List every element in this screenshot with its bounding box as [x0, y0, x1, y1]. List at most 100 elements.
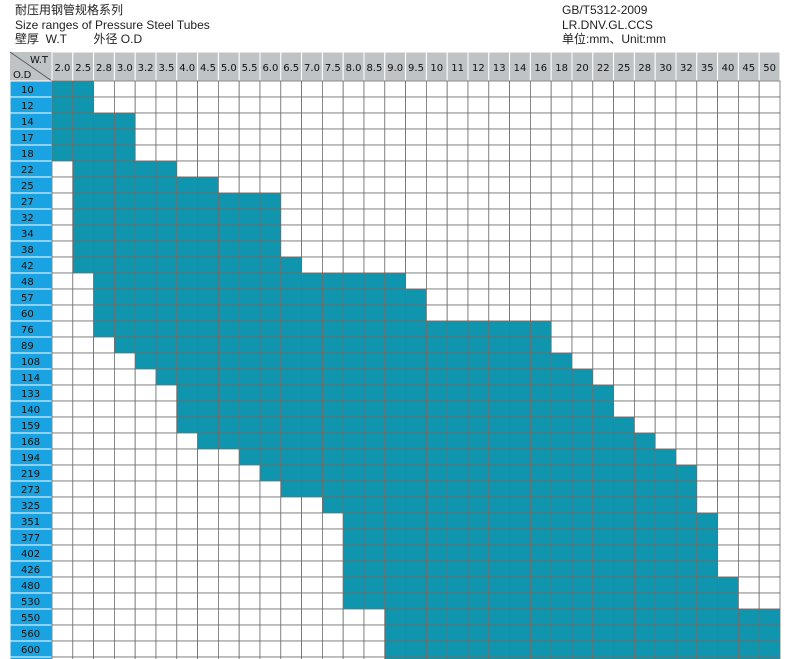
empty-size-cell: [259, 512, 282, 530]
empty-size-cell: [342, 640, 365, 658]
empty-size-cell: [592, 144, 614, 162]
available-size-cell: [93, 240, 115, 258]
empty-size-cell: [384, 112, 406, 130]
empty-size-cell: [654, 160, 677, 178]
od-label: 550: [21, 613, 40, 624]
available-size-cell: [467, 624, 490, 642]
available-size-cell: [197, 336, 219, 354]
empty-size-cell: [259, 576, 282, 594]
available-size-cell: [530, 624, 552, 642]
empty-size-cell: [134, 144, 157, 162]
available-size-cell: [530, 400, 552, 418]
empty-size-cell: [758, 496, 781, 514]
available-size-cell: [550, 432, 573, 450]
empty-size-cell: [509, 80, 531, 98]
available-size-cell: [571, 656, 594, 659]
available-size-cell: [696, 576, 718, 594]
available-size-cell: [259, 256, 282, 274]
empty-size-cell: [176, 576, 199, 594]
available-size-cell: [363, 272, 386, 290]
empty-size-cell: [758, 272, 781, 290]
empty-size-cell: [738, 592, 760, 610]
empty-size-cell: [634, 272, 656, 290]
available-size-cell: [758, 624, 781, 642]
empty-size-cell: [217, 640, 240, 658]
available-size-cell: [530, 368, 552, 386]
available-size-cell: [93, 224, 115, 242]
empty-size-cell: [217, 176, 240, 194]
empty-size-cell: [72, 432, 95, 450]
empty-size-cell: [280, 224, 302, 242]
available-size-cell: [425, 464, 448, 482]
od-label: 27: [21, 197, 34, 208]
empty-size-cell: [446, 160, 469, 178]
empty-size-cell: [72, 288, 95, 306]
wt-label: 2.0: [54, 63, 70, 74]
empty-size-cell: [758, 320, 781, 338]
empty-size-cell: [675, 448, 698, 466]
empty-size-cell: [280, 192, 302, 210]
empty-size-cell: [571, 80, 594, 98]
available-size-cell: [176, 208, 199, 226]
empty-size-cell: [114, 560, 136, 578]
empty-size-cell: [571, 320, 594, 338]
empty-size-cell: [488, 304, 510, 322]
empty-size-cell: [217, 144, 240, 162]
available-size-cell: [550, 416, 573, 434]
available-size-cell: [342, 496, 365, 514]
empty-size-cell: [321, 224, 344, 242]
available-size-cell: [571, 608, 594, 626]
available-size-cell: [738, 624, 760, 642]
empty-size-cell: [280, 496, 302, 514]
empty-size-cell: [363, 240, 386, 258]
available-size-cell: [114, 320, 136, 338]
available-size-cell: [342, 368, 365, 386]
available-size-cell: [321, 272, 344, 290]
available-size-cell: [425, 544, 448, 562]
available-size-cell: [613, 496, 635, 514]
available-size-cell: [197, 416, 219, 434]
available-size-cell: [738, 640, 760, 658]
wt-label: 4.5: [200, 63, 216, 74]
available-size-cell: [321, 368, 344, 386]
empty-size-cell: [488, 80, 510, 98]
available-size-cell: [155, 304, 178, 322]
empty-size-cell: [717, 560, 739, 578]
empty-size-cell: [738, 192, 760, 210]
available-size-cell: [176, 320, 199, 338]
empty-size-cell: [425, 80, 448, 98]
available-size-cell: [238, 432, 261, 450]
empty-size-cell: [363, 256, 386, 274]
empty-size-cell: [238, 128, 261, 146]
empty-size-cell: [176, 624, 199, 642]
available-size-cell: [530, 640, 552, 658]
available-size-cell: [717, 608, 739, 626]
available-size-cell: [217, 272, 240, 290]
available-size-cell: [592, 416, 614, 434]
empty-size-cell: [717, 176, 739, 194]
empty-size-cell: [717, 480, 739, 498]
available-size-cell: [301, 352, 323, 370]
empty-size-cell: [696, 240, 718, 258]
empty-size-cell: [155, 464, 178, 482]
empty-size-cell: [72, 384, 95, 402]
empty-size-cell: [51, 640, 74, 658]
wt-label: 18: [555, 63, 568, 74]
empty-size-cell: [738, 304, 760, 322]
empty-size-cell: [51, 528, 74, 546]
empty-size-cell: [93, 448, 115, 466]
empty-size-cell: [758, 576, 781, 594]
od-header-column: 10 12 14 17 18 22 25 27 32 34 38 42 48 57 60 76 89 108 114…: [9, 80, 53, 659]
empty-size-cell: [758, 592, 781, 610]
available-size-cell: [571, 448, 594, 466]
available-size-cell: [550, 544, 573, 562]
empty-size-cell: [550, 256, 573, 274]
empty-size-cell: [217, 656, 240, 659]
empty-size-cell: [530, 304, 552, 322]
empty-size-cell: [758, 512, 781, 530]
empty-size-cell: [321, 576, 344, 594]
available-size-cell: [467, 576, 490, 594]
empty-size-cell: [446, 288, 469, 306]
available-size-cell: [675, 528, 698, 546]
empty-size-cell: [446, 80, 469, 98]
